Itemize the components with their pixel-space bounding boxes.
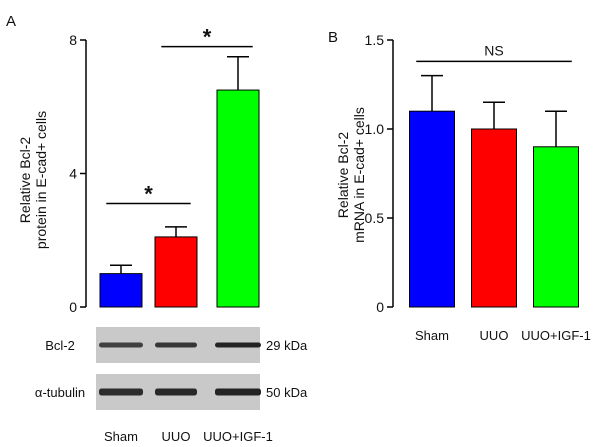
panel-b-ylabel-line2: mRNA in E-cad+ cells — [351, 107, 367, 243]
panel-b-bar — [409, 110, 455, 308]
panel-b-category-label: UUO+IGF-1 — [521, 328, 591, 343]
panel-a-chart: 0 4 8 * * — [69, 25, 260, 315]
blot-band — [99, 388, 143, 396]
panel-b-chart: 0 0.5 1.0 1.5 Sham UUO UUO+IGF-1 NS — [365, 32, 591, 343]
panel-a-significance-label: * — [144, 182, 153, 207]
panel-b-y-tick-label: 0 — [376, 299, 384, 315]
panel-b-y-tick-label: 1.5 — [365, 32, 385, 48]
panel-a-category-label: UUO — [162, 429, 191, 444]
panel-a-label: A — [6, 13, 16, 30]
panel-b-significance-label: NS — [484, 42, 503, 58]
panel-b-category-label: Sham — [415, 328, 449, 343]
western-blot: Bcl-2 29 kDa α-tubulin 50 kDa Sham UUO UUO+IGF… — [35, 327, 308, 444]
blot-row-label: Bcl-2 — [45, 338, 75, 353]
panel-b-y-tick-label: 0.5 — [365, 210, 385, 226]
panel-b-label: B — [328, 29, 338, 46]
panel-a-ylabel-line1: Relative Bcl-2 — [17, 137, 33, 224]
panel-a-ylabel-line2: protein in E-cad+ cells — [33, 111, 49, 249]
blot-band — [215, 388, 261, 396]
panel-a-bar — [154, 236, 198, 308]
blot-band — [155, 388, 197, 396]
panel-a-bar — [99, 273, 143, 308]
panel-b-bar — [533, 146, 579, 308]
panel-b-y-tick-label: 1.0 — [365, 121, 385, 137]
panel-b-bar — [471, 128, 517, 308]
panel-a-y-tick-label: 8 — [69, 32, 77, 48]
panel-a-category-label: UUO+IGF-1 — [203, 429, 273, 444]
panel-a-bar — [216, 89, 260, 308]
panel-a-significance-label: * — [203, 25, 212, 50]
panel-a-y-tick-label: 4 — [69, 166, 77, 182]
blot-band — [155, 342, 197, 348]
panel-a-category-label: Sham — [104, 429, 138, 444]
blot-size-label: 29 kDa — [266, 338, 308, 353]
blot-band — [99, 342, 143, 348]
blot-size-label: 50 kDa — [266, 385, 308, 400]
panel-a-y-tick-label: 0 — [69, 299, 77, 315]
blot-row-label: α-tubulin — [35, 385, 85, 400]
panel-b-category-label: UUO — [480, 328, 509, 343]
blot-band — [215, 342, 261, 348]
panel-b-ylabel-line1: Relative Bcl-2 — [335, 132, 351, 219]
